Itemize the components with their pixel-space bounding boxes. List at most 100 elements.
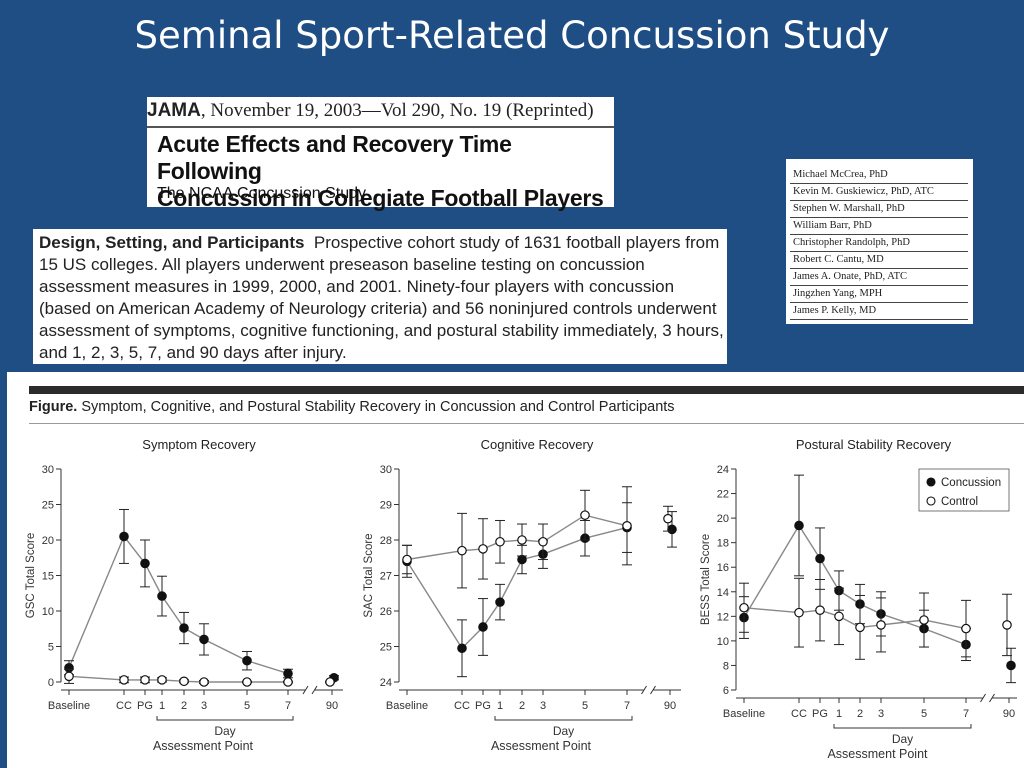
- chart3-title: Postural Stability Recovery: [796, 437, 952, 452]
- design-abstract: Design, Setting, and Participants Prospe…: [33, 229, 727, 364]
- chart2-y-tick-label: 30: [380, 464, 392, 476]
- chart3-y-tick-label: 6: [723, 685, 729, 697]
- figure-label: Figure.: [29, 399, 78, 415]
- chart2-title: Cognitive Recovery: [481, 437, 594, 452]
- chart1-y-tick-label: 10: [42, 606, 54, 618]
- design-paragraph: Design, Setting, and Participants Prospe…: [39, 232, 729, 364]
- chart1-concussion-point: [140, 558, 150, 569]
- chart1-y-tick-label: 15: [42, 571, 54, 583]
- authors-panel: Michael McCrea, PhD Kevin M. Guskiewicz,…: [786, 159, 973, 324]
- chart2-x-label: Assessment Point: [491, 739, 592, 753]
- chart2-axis-break-mark: [650, 685, 656, 695]
- chart1-control-point: [64, 671, 74, 682]
- chart2-day-bracket: [494, 716, 633, 721]
- chart3-y-tick-label: 18: [717, 538, 729, 550]
- chart3-control-point: [876, 620, 886, 630]
- chart1-x-tick-label: 90: [326, 700, 338, 712]
- design-label: Design, Setting, and Participants: [39, 233, 305, 252]
- chart2-concussion-point: [478, 622, 488, 632]
- chart3-x-tick-label: 5: [921, 708, 927, 720]
- chart3-y-tick-label: 20: [717, 513, 729, 525]
- chart2-x-tick-label: Baseline: [386, 700, 428, 712]
- chart2-x-tick-label: CC: [454, 700, 470, 712]
- chart2-concussion-point: [667, 524, 677, 535]
- chart1-control-line: [68, 675, 288, 683]
- chart3-concussion-point: [794, 520, 804, 531]
- chart2-control-point: [517, 535, 527, 545]
- chart3-axis-break-mark: [989, 693, 995, 703]
- chart2-control-point: [663, 513, 673, 524]
- chart3-axis-break-mark: [980, 693, 986, 703]
- chart2-x-tick-label: 3: [540, 700, 546, 712]
- author-item: James A. Onate, PhD, ATC: [790, 269, 968, 286]
- chart3-legend-label-control: Control: [941, 496, 978, 508]
- chart3-x-sublabel: Day: [892, 732, 913, 746]
- chart3-control-point: [961, 623, 971, 634]
- chart1-y-label: GSC Total Score: [25, 533, 37, 618]
- author-item: Robert C. Cantu, MD: [790, 252, 968, 269]
- article-title-line1: Acute Effects and Recovery Time Followin…: [157, 131, 512, 184]
- figure-panel: Figure. Symptom, Cognitive, and Postural…: [7, 372, 1024, 768]
- figure-caption-rule: [29, 423, 1024, 424]
- chart3-x-tick-label: 2: [857, 708, 863, 720]
- chart1-concussion-point: [283, 668, 293, 679]
- author-item: Michael McCrea, PhD: [790, 167, 968, 184]
- chart3-x-tick-label: PG: [812, 708, 828, 720]
- chart3-control-point: [794, 607, 804, 618]
- chart2-x-tick-label: PG: [475, 700, 491, 712]
- chart1-y-tick-label: 25: [42, 500, 54, 512]
- article-title: Acute Effects and Recovery Time Followin…: [157, 131, 614, 212]
- article-title-line2: Concussion in Collegiate Football Player…: [157, 185, 604, 211]
- chart1-x-sublabel: Day: [214, 724, 235, 738]
- chart2-control-point: [622, 521, 632, 531]
- chart2-x-tick-label: 1: [497, 700, 503, 712]
- chart3-y-label: BESS Total Score: [700, 534, 712, 625]
- chart3-concussion-line: [743, 524, 967, 646]
- chart3-control-point: [815, 605, 825, 615]
- chart3-control-point: [855, 622, 865, 633]
- chart2-control-point: [457, 545, 467, 556]
- chart1-x-tick-label: PG: [137, 700, 153, 712]
- chart1-title: Symptom Recovery: [142, 437, 256, 452]
- chart3-y-tick-label: 22: [717, 489, 729, 501]
- chart3-y-tick-label: 24: [717, 464, 729, 476]
- chart1-concussion-point: [242, 655, 252, 666]
- chart1-control-point: [325, 677, 335, 687]
- chart3-x-tick-label: 7: [963, 708, 969, 720]
- chart2-concussion-line: [406, 526, 628, 650]
- chart1-x-tick-label: 1: [159, 700, 165, 712]
- chart1-x-tick-label: Baseline: [48, 700, 90, 712]
- chart3-y-tick-label: 8: [723, 660, 729, 672]
- chart3-x-tick-label: 3: [878, 708, 884, 720]
- chart2-x-tick-label: 90: [664, 700, 676, 712]
- chart2-x-tick-label: 7: [624, 700, 630, 712]
- chart1-control-point: [119, 675, 129, 685]
- header-divider: [147, 126, 614, 128]
- author-item: Jingzhen Yang, MPH: [790, 286, 968, 303]
- chart3-y-tick-label: 10: [717, 636, 729, 648]
- figure-top-rule: [29, 386, 1024, 394]
- chart1-control-point: [199, 677, 209, 687]
- author-item: Kevin M. Guskiewicz, PhD, ATC: [790, 184, 968, 201]
- citation-text: , November 19, 2003—Vol 290, No. 19 (Rep…: [200, 100, 594, 121]
- chart3-concussion-point: [1006, 660, 1016, 671]
- chart1-control-point: [242, 677, 252, 687]
- chart2-y-tick-label: 24: [380, 677, 392, 689]
- chart2-control-line: [406, 514, 628, 561]
- chart2-x-tick-label: 2: [519, 700, 525, 712]
- chart3-control-point: [919, 615, 929, 625]
- figure-caption: Figure. Symptom, Cognitive, and Postural…: [29, 399, 675, 415]
- chart1-axis-break-gap: [305, 685, 315, 695]
- figure-caption-text: Symptom, Cognitive, and Postural Stabili…: [81, 399, 675, 415]
- slide-title: Seminal Sport-Related Concussion Study: [134, 14, 890, 57]
- chart2-control-point: [538, 536, 548, 547]
- chart1-x-tick-label: 3: [201, 700, 207, 712]
- chart3-y-tick-label: 14: [717, 587, 729, 599]
- chart1-x-tick-label: CC: [116, 700, 132, 712]
- chart1-control-point: [179, 676, 189, 687]
- chart1-control-point: [157, 675, 167, 685]
- chart3-legend-marker-control: [926, 496, 936, 506]
- chart2-control-point: [495, 536, 505, 547]
- chart1-y-tick-label: 30: [42, 464, 54, 476]
